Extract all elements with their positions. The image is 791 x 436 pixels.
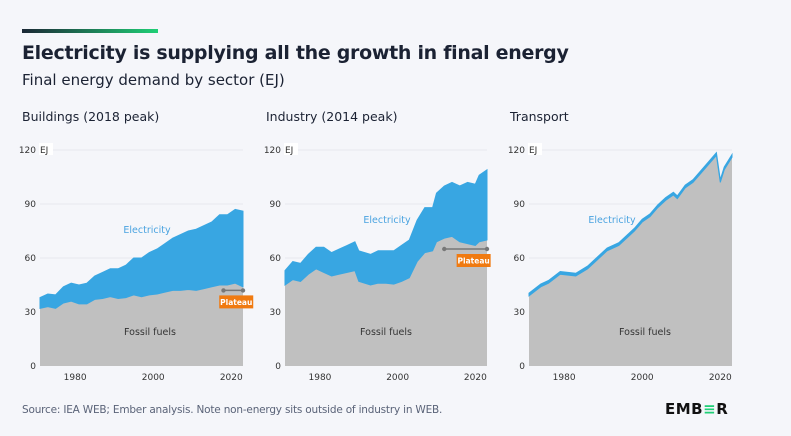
y-tick-label: 0 [30,362,36,372]
panel-title-industry: Industry (2014 peak) [266,109,398,124]
y-tick-label: 0 [519,362,525,372]
area-electricity [284,168,488,286]
plateau-label: Plateau [220,298,252,307]
series-label-fossil-fuels: Fossil fuels [360,327,412,338]
y-tick-label: 30 [514,308,526,318]
x-tick-label: 2020 [464,373,487,383]
plateau-marker [240,288,246,293]
unit-label-bg [528,143,542,155]
area-fossil-fuels [40,283,243,366]
source-note: Source: IEA WEB; Ember analysis. Note no… [22,404,443,416]
y-tick-label: 120 [508,146,525,156]
unit-label-bg [39,143,53,155]
x-tick-label: 2020 [220,373,243,383]
y-unit-label: EJ [40,146,48,156]
area-electricity [39,208,244,310]
unit-label-bg [284,143,298,155]
x-tick-label: 2000 [631,373,654,383]
x-tick-label: 2000 [142,373,165,383]
plateau-label: Plateau [458,257,490,266]
ember-logo: EMB≡R [665,400,729,418]
area-fossil-fuels [529,155,732,366]
x-tick-label: 2020 [709,373,732,383]
y-tick-label: 30 [270,308,282,318]
x-tick-label: 2000 [386,373,409,383]
series-label-electricity: Electricity [588,215,636,226]
y-unit-label: EJ [285,146,293,156]
plateau-marker [221,288,226,293]
series-label-electricity: Electricity [123,225,171,236]
plateau-marker [484,246,490,252]
plateau-marker [442,246,447,252]
panel-title-transport: Transport [510,109,569,124]
y-tick-label: 60 [270,254,282,264]
series-label-fossil-fuels: Fossil fuels [619,327,671,338]
area-fossil-fuels [285,236,487,366]
y-tick-label: 60 [514,254,526,264]
x-tick-label: 1980 [553,373,576,383]
y-tick-label: 30 [25,308,37,318]
x-tick-label: 1980 [64,373,87,383]
accent-bar [22,29,158,33]
y-tick-label: 90 [514,200,526,210]
series-label-electricity: Electricity [363,215,411,226]
y-tick-label: 60 [25,254,37,264]
x-tick-label: 1980 [309,373,332,383]
area-electricity [528,151,733,297]
plateau-badge [219,295,254,309]
y-tick-label: 120 [264,146,281,156]
y-unit-label: EJ [529,146,537,156]
y-tick-label: 120 [19,146,36,156]
chart-title: Electricity is supplying all the growth … [22,42,569,64]
series-label-fossil-fuels: Fossil fuels [124,327,176,338]
chart-subtitle: Final energy demand by sector (EJ) [22,71,285,89]
y-tick-label: 90 [25,200,37,210]
y-tick-label: 0 [275,362,281,372]
y-tick-label: 90 [270,200,282,210]
plateau-badge [456,254,491,267]
panel-title-buildings: Buildings (2018 peak) [22,109,160,124]
